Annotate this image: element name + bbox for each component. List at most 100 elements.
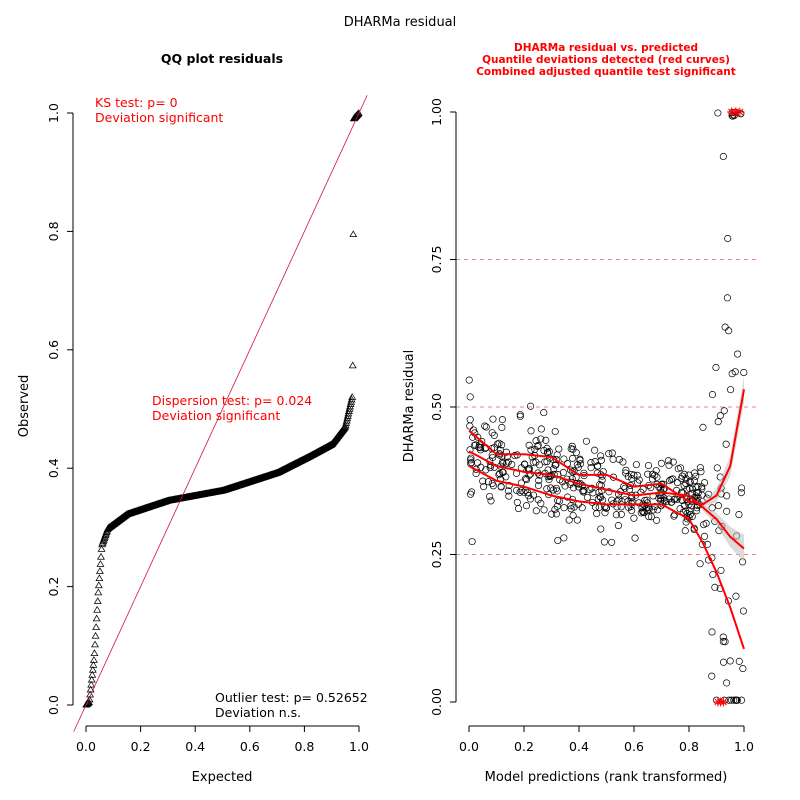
residual-x-tick-label: 0.0 (459, 739, 479, 754)
qq-y-tick-label: 0.8 (46, 221, 61, 241)
qq-point (88, 665, 97, 673)
residual-point (573, 516, 581, 524)
residual-point (696, 464, 704, 472)
residual-x-tick-label: 0.6 (624, 739, 644, 754)
residual-point (534, 481, 543, 490)
qq-title: QQ plot residuals (161, 51, 283, 66)
residual-point (512, 486, 521, 494)
residual-point (635, 499, 643, 507)
residual-point (683, 510, 691, 518)
outlier-star (718, 697, 728, 707)
residual-point (598, 486, 606, 495)
residual-point (609, 455, 617, 463)
residual-point (697, 468, 705, 476)
residual-point (499, 468, 507, 476)
residual-point (540, 506, 548, 514)
qq-point (92, 623, 101, 630)
residual-point (686, 478, 694, 486)
qq-x-tick-label: 0.6 (240, 739, 260, 754)
residual-point (466, 393, 474, 401)
residual-point (723, 294, 731, 302)
residual-point (532, 458, 540, 466)
qq-y-tick-label: 0.2 (46, 577, 61, 597)
residual-point (466, 422, 474, 430)
residual-point (615, 495, 623, 503)
residual-point (651, 502, 659, 511)
residual-point (640, 509, 648, 517)
residual-point (670, 512, 678, 520)
residual-point (734, 350, 742, 358)
quantile-bands (702, 375, 744, 563)
residual-point (682, 475, 690, 483)
residual-point (569, 511, 577, 520)
residual-point (619, 458, 627, 466)
residual-point (587, 459, 595, 467)
residual-point (685, 471, 693, 479)
residual-point (543, 485, 551, 493)
residual-point (526, 470, 535, 478)
residual-point (588, 484, 596, 492)
residual-point (561, 482, 569, 490)
residual-point (621, 484, 629, 492)
dispersion-test-line1: Dispersion test: p= 0.024 (152, 393, 312, 408)
residual-point (657, 459, 665, 467)
residual-point (514, 505, 523, 513)
residual-point (466, 416, 474, 424)
residual-point (486, 492, 494, 501)
residual-point (647, 513, 656, 521)
residual-point (572, 473, 580, 482)
residual-point (708, 672, 716, 680)
residual-point (516, 411, 524, 419)
qq-point (342, 419, 351, 426)
residual-point (714, 502, 722, 510)
residual-point (735, 511, 743, 519)
residual-point (479, 477, 487, 485)
residual-point (505, 481, 513, 490)
residual-point (665, 461, 673, 469)
residual-point (537, 499, 545, 507)
residual-point (576, 456, 584, 464)
residual-point (471, 441, 480, 449)
residual-point (692, 488, 701, 496)
residual-point (716, 412, 724, 420)
residual-point (482, 466, 490, 474)
residual-point (470, 442, 478, 450)
dispersion-test-line2: Deviation significant (152, 408, 280, 423)
residual-point (593, 510, 601, 518)
residual-point (466, 446, 474, 454)
residual-point (534, 496, 542, 504)
residual-point (726, 657, 734, 665)
residual-point (612, 511, 620, 519)
residual-point (605, 450, 613, 458)
qq-point (87, 675, 96, 683)
residual-point (481, 422, 489, 430)
residual-point (722, 440, 730, 448)
residual-point (700, 532, 709, 540)
residual-point (495, 439, 503, 447)
residual-point (552, 455, 560, 464)
residual-point (719, 637, 727, 646)
residual-point (648, 475, 657, 483)
residual-point (495, 471, 503, 479)
residual-point (615, 455, 623, 463)
qq-point (87, 680, 96, 688)
residual-point (591, 446, 599, 454)
residual-point (527, 446, 535, 454)
residual-point (692, 472, 700, 480)
residual-point (631, 534, 639, 542)
residual-point (529, 458, 537, 466)
residual-point (720, 407, 728, 415)
residual-y-tick-label: 0.50 (429, 393, 444, 421)
residual-point (526, 495, 534, 503)
residual-point (632, 461, 640, 469)
residual-point (731, 368, 739, 376)
residual-point (737, 696, 746, 704)
residual-point (708, 628, 716, 636)
residual-point (717, 566, 725, 574)
qq-point (343, 412, 352, 419)
qq-x-axis: 0.0 0.2 0.4 0.6 0.8 1.0 (76, 725, 369, 754)
residual-x-tick-label: 0.2 (514, 739, 534, 754)
residual-point (537, 425, 545, 433)
qq-point (341, 421, 350, 429)
qq-point (95, 567, 104, 574)
